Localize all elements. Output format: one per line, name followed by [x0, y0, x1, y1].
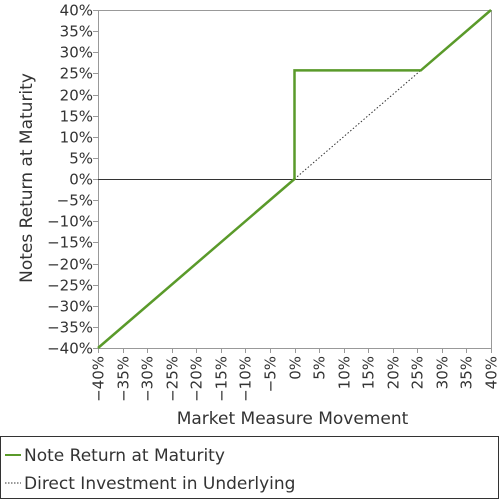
- x-tick-label: −30%: [139, 356, 157, 402]
- x-tick-label: −5%: [262, 356, 280, 392]
- legend-frame: [0, 436, 499, 499]
- x-tick-label: −40%: [90, 356, 108, 402]
- x-tick-label: −35%: [115, 356, 133, 402]
- y-tick-label: −35%: [47, 319, 93, 337]
- y-tick-label: −30%: [47, 298, 93, 316]
- x-tick-label: −20%: [188, 356, 206, 402]
- x-tick-label: 35%: [458, 356, 476, 389]
- y-tick-label: 40%: [60, 2, 93, 20]
- legend-label-note-return: Note Return at Maturity: [24, 446, 225, 466]
- x-tick-label: −15%: [213, 356, 231, 402]
- x-tick-label: 15%: [360, 356, 378, 389]
- y-tick-label: −20%: [47, 256, 93, 274]
- x-tick-label: 20%: [385, 356, 403, 389]
- legend-label-direct-investment: Direct Investment in Underlying: [24, 474, 295, 494]
- y-tick-label: 5%: [69, 150, 93, 168]
- series-note-return-line: [97, 9, 492, 349]
- y-tick-label: −25%: [47, 277, 93, 295]
- y-tick-label: 15%: [60, 108, 93, 126]
- y-tick-label: 10%: [60, 129, 93, 147]
- x-tick-label: −25%: [164, 356, 182, 402]
- x-tick-label: 40%: [483, 356, 500, 389]
- x-tick-label: 0%: [287, 356, 305, 380]
- x-tick-label: 5%: [311, 356, 329, 380]
- x-tick-label: −10%: [237, 356, 255, 402]
- y-axis: −40% −35% −30% −25% −20% −15% −10% −5% 0% 5% 10% 15…: [47, 2, 98, 358]
- y-tick-label: −10%: [47, 213, 93, 231]
- y-tick-label: 0%: [69, 171, 93, 189]
- x-tick-label: 10%: [336, 356, 354, 389]
- y-axis-title: Notes Return at Maturity: [17, 73, 37, 283]
- x-axis-title: Market Measure Movement: [177, 409, 409, 429]
- x-tick-label: 30%: [434, 356, 452, 389]
- y-tick-label: 20%: [60, 87, 93, 105]
- y-tick-label: −5%: [57, 192, 93, 210]
- series-layer: [97, 9, 492, 349]
- y-tick-label: −40%: [47, 340, 93, 358]
- y-tick-label: −15%: [47, 234, 93, 252]
- y-tick-label: 25%: [60, 65, 93, 83]
- y-tick-label: 30%: [60, 44, 93, 62]
- x-tick-label: 25%: [409, 356, 427, 389]
- x-axis: −40% −35% −30% −25% −20% −15% −10% −5% 0% 5% 10% 15…: [90, 348, 500, 402]
- legend: Note Return at Maturity Direct Investmen…: [0, 436, 499, 499]
- y-tick-label: 35%: [60, 23, 93, 41]
